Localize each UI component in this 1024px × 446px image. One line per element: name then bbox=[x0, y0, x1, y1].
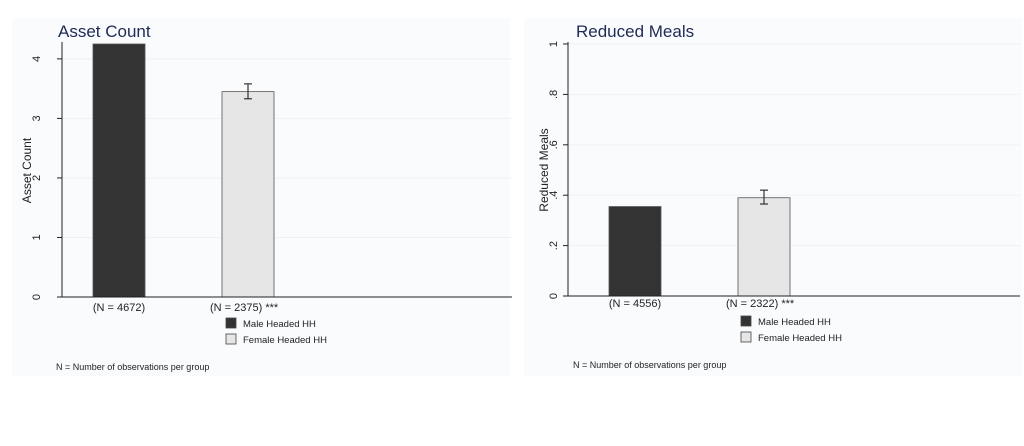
bar-female-headed bbox=[221, 91, 275, 298]
chart-title: Asset Count bbox=[58, 22, 151, 41]
legend-label: Male Headed HH bbox=[758, 317, 831, 328]
legend-label: Female Headed HH bbox=[243, 335, 327, 346]
y-axis-label: Reduced Meals bbox=[537, 128, 551, 211]
legend-swatch-male bbox=[225, 317, 237, 329]
y-tick-label: 1 bbox=[548, 41, 560, 47]
footnote: N = Number of observations per group bbox=[56, 362, 209, 372]
group-label: (N = 4672) bbox=[93, 302, 145, 314]
group-label: (N = 2375) *** bbox=[210, 302, 279, 314]
y-axis-label: Asset Count bbox=[20, 137, 34, 203]
footnote: N = Number of observations per group bbox=[573, 360, 726, 370]
y-tick-label: 4 bbox=[31, 56, 43, 62]
chart-title: Reduced Meals bbox=[576, 22, 694, 41]
y-tick-label: .8 bbox=[548, 90, 560, 99]
chart-panel-1: Asset Count Asset Count 0 1 2 3 4 (N = 4672) (N … bbox=[12, 18, 512, 376]
bar-female-headed bbox=[737, 197, 791, 297]
y-tick-label: .4 bbox=[548, 191, 560, 200]
bar-male-headed bbox=[608, 206, 662, 297]
y-tick-label: 3 bbox=[31, 115, 43, 121]
y-tick-label: .6 bbox=[548, 140, 560, 149]
chart-panel-2: Reduced Meals Reduced Meals 0 .2 .4 .6 .8 1 (N =… bbox=[524, 18, 1022, 376]
y-tick-label: 0 bbox=[31, 294, 43, 300]
legend-swatch-female bbox=[740, 331, 752, 343]
legend-swatch-female bbox=[225, 333, 237, 345]
y-tick-label: 2 bbox=[31, 175, 43, 181]
legend-label: Female Headed HH bbox=[758, 333, 842, 344]
legend-swatch-male bbox=[740, 315, 752, 327]
y-tick-label: .2 bbox=[548, 241, 560, 250]
panel-background bbox=[524, 18, 1022, 376]
group-label: (N = 2322) *** bbox=[726, 298, 795, 310]
y-tick-label: 1 bbox=[31, 234, 43, 240]
legend-label: Male Headed HH bbox=[243, 319, 316, 330]
group-label: (N = 4556) bbox=[609, 298, 661, 310]
bar-male-headed bbox=[92, 43, 146, 298]
y-tick-label: 0 bbox=[548, 293, 560, 299]
